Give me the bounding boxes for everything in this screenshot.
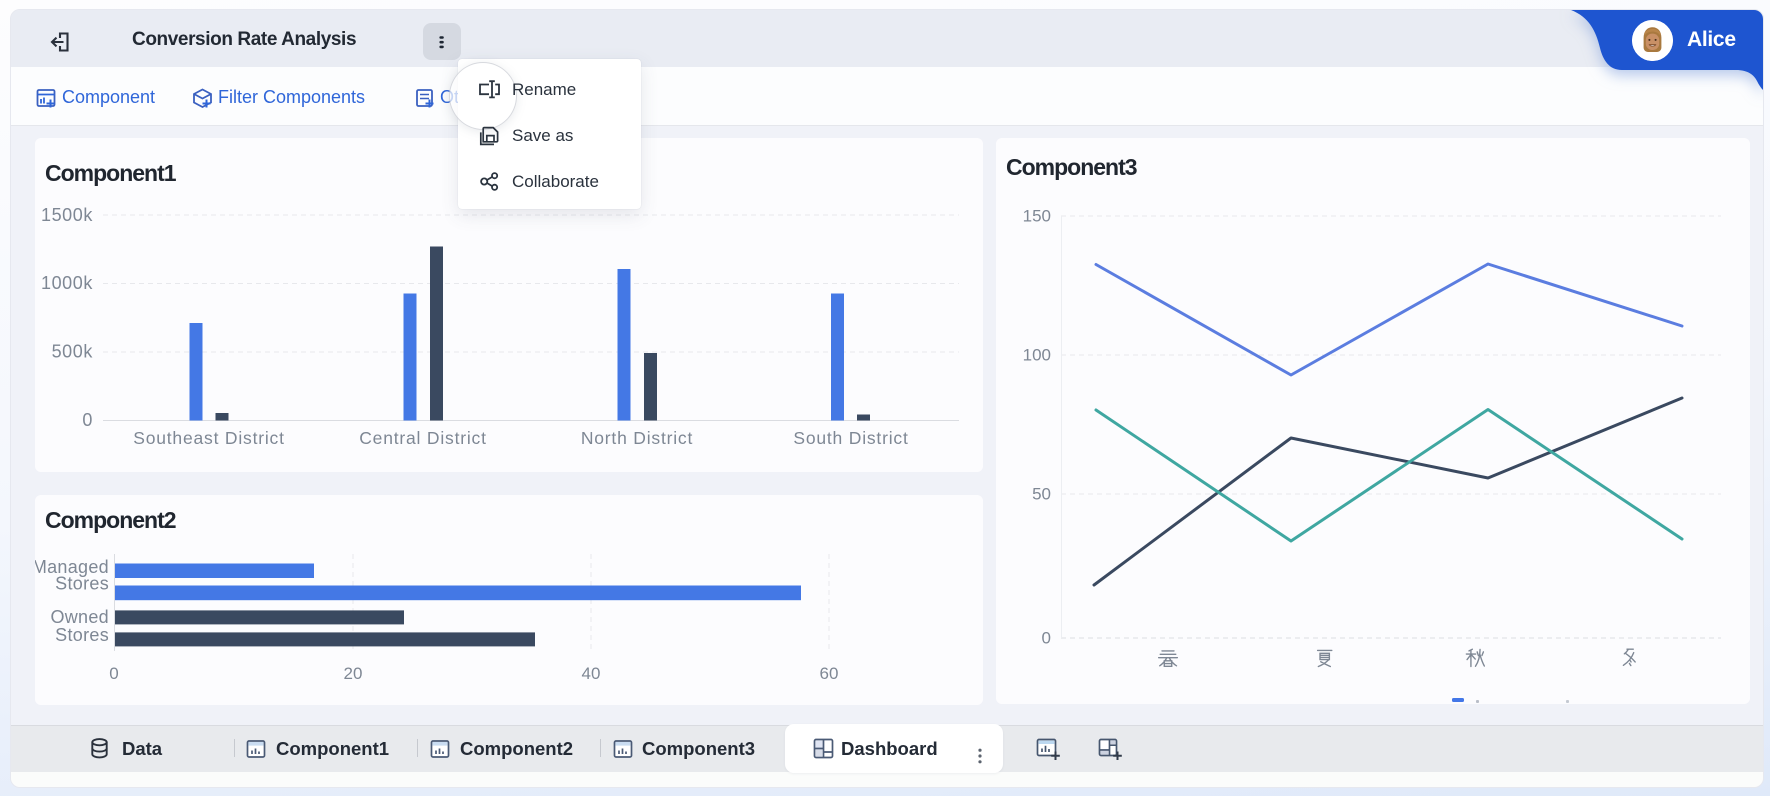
svg-text:1500k: 1500k	[41, 205, 93, 225]
svg-text:Managed: Managed	[35, 557, 109, 577]
svg-text:Central District: Central District	[359, 428, 487, 448]
svg-text:0: 0	[109, 664, 118, 683]
svg-text:1000k: 1000k	[41, 273, 93, 293]
svg-text:100: 100	[1023, 346, 1051, 365]
svg-text:500k: 500k	[52, 342, 94, 362]
svg-text:0: 0	[1042, 629, 1051, 648]
svg-text:0: 0	[82, 410, 93, 430]
svg-text:North District: North District	[581, 428, 693, 448]
svg-text:Stores: Stores	[55, 625, 109, 645]
svg-text:150: 150	[1023, 207, 1051, 226]
svg-text:South District: South District	[793, 428, 908, 448]
svg-text:60: 60	[820, 664, 839, 683]
svg-text:Owned: Owned	[50, 607, 109, 627]
svg-text:20: 20	[344, 664, 363, 683]
svg-text:Southeast District: Southeast District	[133, 428, 285, 448]
svg-text:Stores: Stores	[55, 574, 109, 594]
svg-text:40: 40	[582, 664, 601, 683]
svg-text:50: 50	[1032, 485, 1051, 504]
